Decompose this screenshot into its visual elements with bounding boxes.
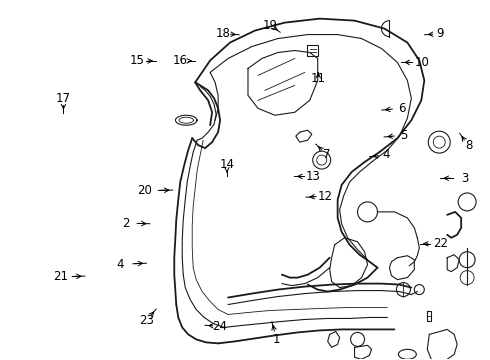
Text: 9: 9 — [437, 27, 444, 40]
Text: 20: 20 — [138, 184, 152, 197]
Text: 22: 22 — [433, 237, 448, 250]
Text: 19: 19 — [263, 19, 278, 32]
Text: 24: 24 — [212, 320, 227, 333]
Text: 4: 4 — [117, 258, 124, 271]
Text: 1: 1 — [273, 333, 280, 346]
Text: 7: 7 — [323, 148, 331, 161]
Text: 16: 16 — [173, 54, 188, 67]
Text: 5: 5 — [400, 129, 407, 142]
Text: 18: 18 — [216, 27, 230, 40]
Text: 13: 13 — [306, 170, 321, 183]
Text: 12: 12 — [318, 190, 333, 203]
Text: 11: 11 — [311, 72, 326, 85]
Text: 3: 3 — [461, 172, 468, 185]
Text: 2: 2 — [122, 216, 129, 230]
Text: 21: 21 — [53, 270, 68, 283]
Text: 10: 10 — [414, 56, 429, 69]
Text: 23: 23 — [139, 314, 154, 327]
Text: 15: 15 — [129, 54, 144, 67]
Text: 6: 6 — [398, 102, 406, 115]
Text: 8: 8 — [465, 139, 472, 152]
Text: 17: 17 — [56, 92, 71, 105]
Text: 14: 14 — [220, 158, 234, 171]
Text: 4: 4 — [383, 148, 391, 161]
